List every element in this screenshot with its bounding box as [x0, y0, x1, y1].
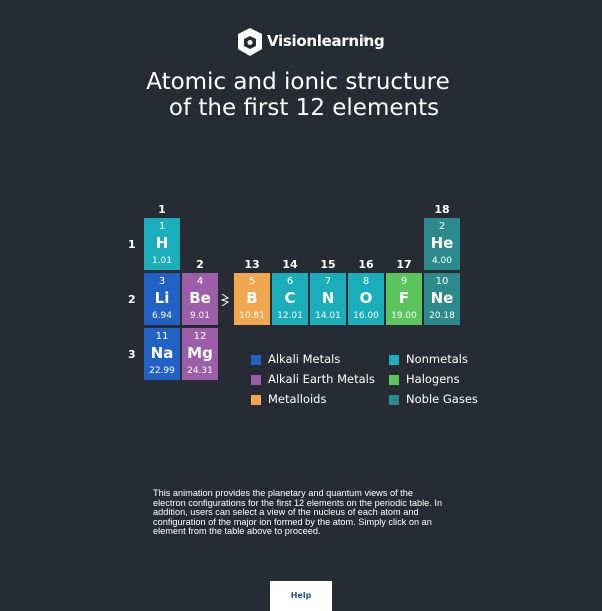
element-symbol: O	[359, 289, 373, 307]
legend-label: Metalloids	[268, 392, 327, 406]
legend-swatch	[389, 395, 399, 405]
group-label: 14	[282, 258, 298, 271]
atomic-number: 7	[324, 276, 332, 287]
element-cell[interactable]: 7 N 14.01	[310, 273, 346, 325]
element-symbol: N	[321, 289, 335, 307]
atomic-number: 9	[400, 276, 408, 287]
element-cell[interactable]: 11 Na 22.99	[144, 328, 180, 380]
atomic-mass: 19.00	[391, 311, 417, 321]
element-symbol: Be	[189, 289, 211, 307]
group-label: 1	[158, 203, 166, 216]
group-label: 15	[320, 258, 336, 271]
atomic-mass: 24.31	[187, 366, 213, 376]
group-label: 18	[434, 203, 450, 216]
atomic-number: 10	[435, 276, 449, 287]
atomic-mass: 6.94	[151, 311, 173, 321]
period-label: 1	[128, 238, 136, 251]
atomic-number: 8	[362, 276, 370, 287]
element-symbol: B	[246, 289, 258, 307]
atomic-mass: 12.01	[277, 311, 303, 321]
atomic-number: 1	[158, 221, 166, 232]
period-label: 3	[128, 348, 136, 361]
gap-marker	[220, 293, 230, 307]
element-symbol: Mg	[187, 344, 213, 362]
atomic-mass: 10.81	[239, 311, 265, 321]
title-line: of the first 12 elements	[168, 95, 440, 121]
atomic-mass: 20.18	[429, 311, 455, 321]
element-symbol: C	[284, 289, 296, 307]
element-symbol: Na	[150, 344, 174, 362]
atomic-mass: 4.00	[431, 256, 453, 266]
element-cell[interactable]: 5 B 10.81	[234, 273, 270, 325]
element-cell[interactable]: 10 Ne 20.18	[424, 273, 460, 325]
legend-label: Noble Gases	[406, 392, 478, 406]
logo-icon	[238, 28, 262, 56]
group-label: 2	[196, 258, 204, 271]
title-line: Atomic and ionic structure	[146, 69, 450, 95]
element-cell[interactable]: 3 Li 6.94	[144, 273, 180, 325]
element-cell[interactable]: 12 Mg 24.31	[182, 328, 218, 380]
element-symbol: H	[155, 234, 169, 252]
atomic-number: 12	[193, 331, 207, 342]
element-cell[interactable]: 9 F 19.00	[386, 273, 422, 325]
element-cell[interactable]: 8 O 16.00	[348, 273, 384, 325]
atomic-number: 5	[248, 276, 256, 287]
legend-label: Alkali Metals	[268, 352, 341, 366]
legend-label: Alkali Earth Metals	[268, 372, 375, 386]
element-cell[interactable]: 6 C 12.01	[272, 273, 308, 325]
legend-swatch	[251, 355, 261, 365]
legend-swatch	[251, 395, 261, 405]
atomic-mass: 14.01	[315, 311, 341, 321]
logo-mark: ®	[362, 36, 369, 44]
atomic-number: 4	[196, 276, 204, 287]
element-symbol: Ne	[430, 289, 454, 307]
legend-swatch	[251, 375, 261, 385]
element-symbol: He	[430, 234, 454, 252]
atomic-mass: 9.01	[189, 311, 211, 321]
atomic-mass: 1.01	[151, 256, 173, 266]
group-label: 16	[358, 258, 374, 271]
atomic-number: 11	[155, 331, 169, 342]
element-symbol: Li	[154, 289, 170, 307]
atomic-mass: 22.99	[149, 366, 175, 376]
legend-label: Nonmetals	[406, 352, 468, 366]
group-label: 13	[244, 258, 260, 271]
group-label: 17	[396, 258, 412, 271]
description: This animation provides the planetary an…	[153, 488, 443, 536]
atomic-number: 2	[438, 221, 446, 232]
atomic-number: 6	[286, 276, 294, 287]
legend-swatch	[389, 355, 399, 365]
legend-swatch	[389, 375, 399, 385]
element-cell[interactable]: 2 He 4.00	[424, 218, 460, 270]
atomic-number: 3	[158, 276, 166, 287]
element-cell[interactable]: 4 Be 9.01	[182, 273, 218, 325]
atomic-mass: 16.00	[353, 311, 379, 321]
help-button[interactable]: Help	[270, 581, 332, 611]
legend-label: Halogens	[406, 372, 460, 386]
element-cell[interactable]: 1 H 1.01	[144, 218, 180, 270]
element-symbol: F	[398, 289, 410, 307]
logo-text: Visionlearning	[267, 32, 385, 50]
period-label: 2	[128, 293, 136, 306]
